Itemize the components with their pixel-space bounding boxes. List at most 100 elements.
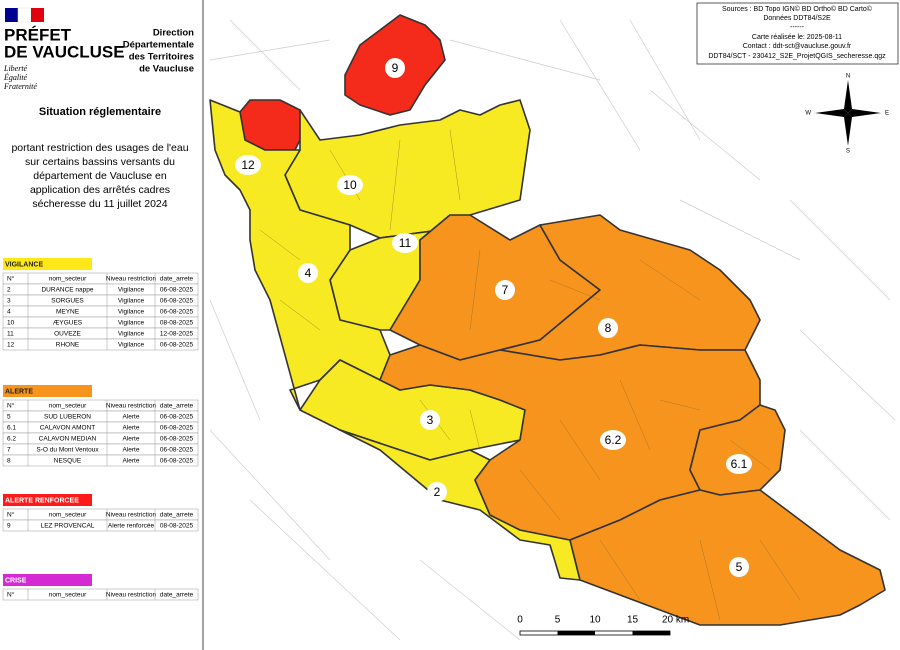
sector-label: 12 <box>241 158 255 172</box>
sector-badge <box>729 557 749 577</box>
level-title: ALERTE RENFORCEE <box>5 497 79 504</box>
direction: de Vaucluse <box>139 64 194 75</box>
sources-line: Contact : ddt-sct@vaucluse.gouv.fr <box>743 43 852 50</box>
table-cell: 6.1 <box>7 425 16 432</box>
table-cell: 08-08-2025 <box>160 320 194 327</box>
table-cell: Vigilance <box>118 342 145 349</box>
table-cell: Vigilance <box>118 309 145 316</box>
prefect-line: DE VAUCLUSE <box>4 42 125 61</box>
commune-line <box>389 139 401 231</box>
level-bar <box>3 258 92 270</box>
prefect-line: PRÉFET <box>4 25 72 44</box>
table-cell: 6.2 <box>7 436 16 443</box>
direction: Départementale <box>123 40 194 51</box>
table-cell: 06-08-2025 <box>160 342 194 349</box>
table-row <box>2 454 199 467</box>
sector-label: 10 <box>343 178 357 192</box>
column-header: nom_secteur <box>49 512 87 519</box>
commune-line <box>759 539 801 601</box>
commune-line <box>259 229 301 261</box>
table-cell: NESQUE <box>54 458 82 465</box>
sector-badge <box>337 175 363 195</box>
column-header: nom_secteur <box>49 276 87 283</box>
commune-line <box>469 409 481 451</box>
table-cell: 06-08-2025 <box>160 309 194 316</box>
description: sur certains bassins versants du <box>25 156 175 168</box>
commune-line <box>799 429 891 521</box>
column-header: date_arrete <box>160 403 194 410</box>
column-header: Niveau restriction <box>106 276 157 283</box>
table-cell: MEYNE <box>56 309 80 316</box>
map: 9 12 10 11 4 3 2 7 8 6.2 6.1 5 <box>204 0 900 650</box>
commune-line <box>549 279 601 301</box>
column-header: N° <box>7 511 15 519</box>
column-header: date_arrete <box>160 592 194 599</box>
map-overlay: Sources : BD Topo IGN© BD Ortho© BD Cart… <box>517 2 899 636</box>
compass: N E S W <box>805 74 889 155</box>
table-cell: 06-08-2025 <box>160 447 194 454</box>
table-cell: 10 <box>7 320 15 327</box>
sources-box <box>696 2 899 65</box>
scale-label: 15 <box>627 615 639 626</box>
commune-line <box>619 379 651 451</box>
column-header: date_arrete <box>160 276 194 283</box>
level-bar <box>3 385 92 397</box>
level-bar <box>3 574 92 586</box>
table-cell: 11 <box>7 331 14 338</box>
table-cell: Alerte <box>123 447 140 454</box>
column-header: N° <box>7 275 15 283</box>
commune-line <box>209 429 331 561</box>
table-cell: Alerte <box>123 425 140 432</box>
motto: Fraternité <box>3 82 37 91</box>
sector-badge <box>235 155 261 175</box>
table-cell: Vigilance <box>118 287 145 294</box>
sector-label: 4 <box>305 266 312 280</box>
left-panel: PRÉFET DE VAUCLUSE Liberté Égalité Frate… <box>2 7 199 601</box>
sector-badge <box>598 318 618 338</box>
sector-label: 6.2 <box>605 433 622 447</box>
scale-label: 0 <box>517 615 523 626</box>
direction: des Territoires <box>129 52 194 63</box>
table-cell: SORGUES <box>51 298 84 305</box>
sources-line: DDT84/SCT - 230412_S2E_ProjetQGIS_secher… <box>708 53 886 60</box>
column-header: Niveau restriction <box>106 592 157 599</box>
commune-line <box>649 89 761 181</box>
commune-line <box>229 19 301 91</box>
table-cell: 06-08-2025 <box>160 458 194 465</box>
table-cell: 08-08-2025 <box>160 523 194 530</box>
column-header: nom_secteur <box>49 403 87 410</box>
commune-line <box>679 199 801 261</box>
table-cell: 8 <box>7 458 11 465</box>
sector-label: 7 <box>502 283 509 297</box>
sector-label: 3 <box>427 413 434 427</box>
table-row <box>2 519 199 532</box>
sources-line: Sources : BD Topo IGN© BD Ortho© BD Cart… <box>722 5 873 13</box>
sector-badge <box>427 482 447 502</box>
sector-badge <box>726 454 752 474</box>
commune-line <box>449 129 461 201</box>
table-cell: CALAVON AMONT <box>40 425 96 432</box>
table-cell: 06-08-2025 <box>160 436 194 443</box>
column-header: Niveau restriction <box>106 512 157 519</box>
sector-label: 2 <box>434 485 441 499</box>
direction: Direction <box>153 28 194 39</box>
description: application des arrêtés cadres <box>30 184 170 196</box>
table-row <box>2 588 199 601</box>
commune-line <box>729 439 771 471</box>
compass-letter: N <box>846 74 850 80</box>
sources-line: Carte réalisée le: 2025-08-11 <box>752 34 842 41</box>
table-cell: DURANCE nappe <box>41 287 93 294</box>
sector-label: 11 <box>399 236 412 250</box>
sector-badge <box>420 410 440 430</box>
scale-label: 20 km <box>662 615 689 626</box>
table-cell: 4 <box>7 309 11 316</box>
table-cell: Alerte renforcée <box>108 523 155 530</box>
level-bar <box>3 494 92 506</box>
table-cell: 12-08-2025 <box>160 331 194 338</box>
commune-line <box>209 39 331 61</box>
commune-line <box>559 19 641 151</box>
description: département de Vaucluse en <box>33 170 167 182</box>
commune-line <box>469 249 481 331</box>
table-cell: 06-08-2025 <box>160 287 194 294</box>
